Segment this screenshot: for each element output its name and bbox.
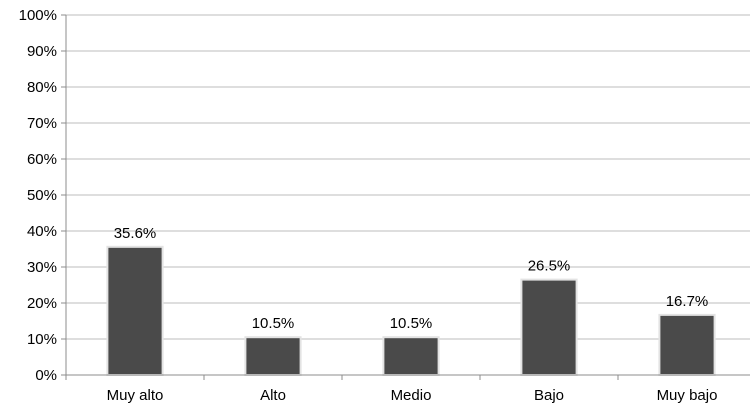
bar-alto	[244, 336, 302, 377]
bar-bajo	[520, 278, 578, 377]
y-tick-label: 50%	[27, 187, 57, 204]
x-tick-label: Alto	[260, 387, 286, 404]
data-labels: 35.6% 10.5% 10.5% 26.5% 16.7%	[114, 225, 709, 332]
y-tick-label: 10%	[27, 331, 57, 348]
bar-muy-bajo	[658, 313, 716, 377]
data-label: 10.5%	[390, 315, 433, 332]
data-label: 35.6%	[114, 225, 157, 242]
x-tick-label: Muy alto	[107, 387, 164, 404]
y-tick-label: 80%	[27, 79, 57, 96]
data-label: 10.5%	[252, 315, 295, 332]
data-label: 16.7%	[666, 293, 709, 310]
bar-medio	[382, 336, 440, 377]
bar-muy-alto	[106, 245, 164, 376]
y-tick-label: 20%	[27, 295, 57, 312]
y-tick-label: 90%	[27, 43, 57, 60]
y-tick-label: 60%	[27, 151, 57, 168]
x-tick-label: Bajo	[534, 387, 564, 404]
gridlines	[66, 14, 750, 340]
bars	[106, 245, 716, 377]
y-tick-label: 40%	[27, 223, 57, 240]
x-axis	[65, 15, 750, 376]
x-tick-label: Medio	[391, 387, 432, 404]
y-tick-label: 30%	[27, 259, 57, 276]
x-tick-label: Muy bajo	[657, 387, 718, 404]
data-label: 26.5%	[528, 258, 571, 275]
y-axis-ticks: 0% 10% 20% 30% 40% 50% 60% 70% 80% 90% 100%	[19, 7, 66, 384]
y-tick-label: 70%	[27, 115, 57, 132]
y-tick-label: 100%	[19, 7, 57, 24]
y-tick-label: 0%	[35, 367, 57, 384]
x-axis-ticks: Muy alto Alto Medio Bajo Muy bajo	[65, 375, 718, 404]
